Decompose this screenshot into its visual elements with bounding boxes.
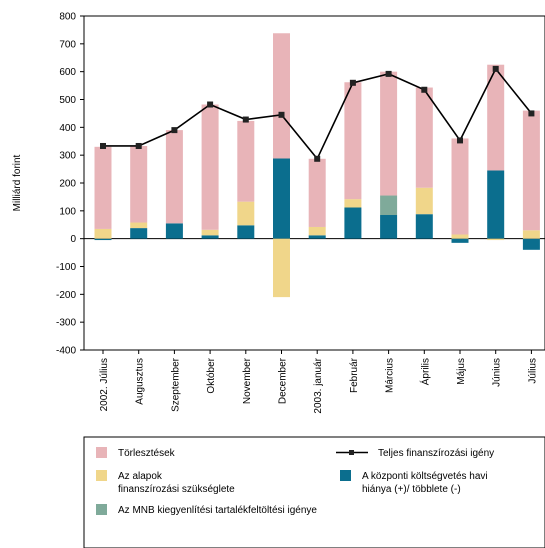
bar-segment: [344, 207, 362, 239]
legend-swatch: [340, 470, 351, 481]
bar-segment: [201, 104, 219, 230]
bar-segment: [130, 145, 148, 223]
line-point: [349, 79, 356, 86]
y-tick-label: -200: [56, 290, 76, 301]
line-point: [135, 142, 142, 149]
legend-label: Törlesztések: [118, 448, 176, 459]
line-point: [421, 86, 428, 93]
y-tick-label: 400: [59, 123, 76, 134]
bar-segment: [237, 225, 255, 239]
y-tick-label: 800: [59, 12, 76, 23]
bar-segment: [344, 82, 362, 200]
legend-box: [83, 436, 545, 548]
y-tick-label: -100: [56, 262, 76, 273]
line-point: [385, 70, 392, 77]
bar-segment: [522, 110, 540, 231]
bar-segment: [487, 64, 505, 171]
line-point: [100, 142, 106, 149]
bar-segment: [94, 146, 112, 229]
bar-segment: [130, 222, 148, 229]
bar-segment: [415, 214, 433, 239]
total-line: [100, 65, 535, 162]
x-tick-label: Szeptember: [170, 357, 181, 412]
line-point: [457, 137, 463, 144]
y-tick-label: 600: [59, 67, 76, 78]
x-tick-label: 2003. január: [313, 357, 324, 413]
line-point: [207, 101, 214, 108]
legend-label-line2: hiánya (+)/ többlete (-): [362, 484, 461, 495]
bar-segment: [308, 235, 326, 239]
legend: Törlesztések Teljes finanszírozási igény A…: [83, 436, 545, 548]
bar-segment: [380, 195, 398, 216]
y-tick-label: 300: [59, 151, 76, 162]
bar-segment: [165, 223, 183, 239]
x-tick-label: December: [278, 357, 289, 404]
axes: 800 700 600 500 400 300 200 100 0 -100 -200 -300 -40…: [12, 12, 545, 414]
bar-segment: [380, 71, 398, 196]
x-tick-label: 2002. Július: [99, 358, 110, 411]
bar-segment: [237, 120, 255, 202]
bar-segment: [237, 201, 255, 226]
bar-segment: [522, 230, 540, 239]
bar-segment: [273, 158, 290, 239]
x-tick-label: Július: [527, 358, 538, 384]
line-point: [528, 110, 535, 117]
y-tick-label: 200: [59, 179, 76, 190]
y-tick-label: -300: [56, 318, 76, 329]
legend-label-line2: finanszírozási szükséglete: [118, 484, 235, 495]
y-axis-title: Milliárd forint: [12, 154, 23, 211]
y-tick-label: 700: [59, 39, 76, 50]
x-tick-label: Április: [418, 358, 431, 385]
bar-segment: [522, 238, 540, 250]
line-point: [492, 65, 499, 72]
bar-segment: [380, 215, 398, 239]
legend-swatch: [96, 447, 107, 458]
x-tick-label: Május: [456, 358, 467, 385]
x-tick-label: Március: [385, 358, 396, 393]
legend-swatch: [96, 470, 107, 481]
bar-segment: [451, 138, 469, 235]
legend-label: A központi költségvetés havi: [362, 471, 488, 482]
y-tick-label: 500: [59, 95, 76, 106]
bar-segment: [451, 234, 469, 239]
bar-segment: [273, 33, 290, 159]
bar-segment: [487, 238, 505, 241]
bar-segment: [94, 238, 112, 241]
bar-segment: [201, 235, 219, 239]
y-tick-label: 0: [70, 234, 76, 245]
x-tick-label: Február: [349, 357, 360, 393]
bar-segment: [344, 199, 362, 208]
bar-segment: [130, 228, 148, 239]
bar-segment: [201, 229, 219, 236]
x-tick-label: November: [242, 357, 253, 404]
line-point: [171, 127, 178, 134]
bar-segment: [94, 228, 112, 239]
x-tick-label: Október: [206, 357, 217, 393]
legend-label: Az MNB kiegyenlítési tartalékfeltöltési …: [118, 505, 317, 516]
y-tick-label: -400: [56, 346, 76, 357]
x-tick-label: Június: [492, 358, 503, 387]
bar-segment: [273, 238, 290, 298]
legend-label: Teljes finanszírozási igény: [378, 448, 494, 459]
bar-segment: [308, 158, 326, 227]
x-tick-label: Augusztus: [135, 358, 146, 405]
bar-segment: [165, 130, 183, 224]
y-tick-label: 100: [59, 206, 76, 217]
legend-line-marker: [349, 450, 354, 455]
bar-segment: [451, 238, 469, 243]
bar-segment: [308, 226, 326, 236]
bar-segment: [415, 87, 433, 188]
legend-label: Az alapok: [118, 471, 163, 482]
line-point: [314, 155, 321, 162]
bar-segment: [487, 170, 505, 239]
legend-swatch: [96, 504, 107, 515]
line-point: [242, 116, 249, 123]
bars: [94, 33, 540, 298]
line-point: [278, 111, 285, 118]
bar-segment: [415, 187, 433, 215]
